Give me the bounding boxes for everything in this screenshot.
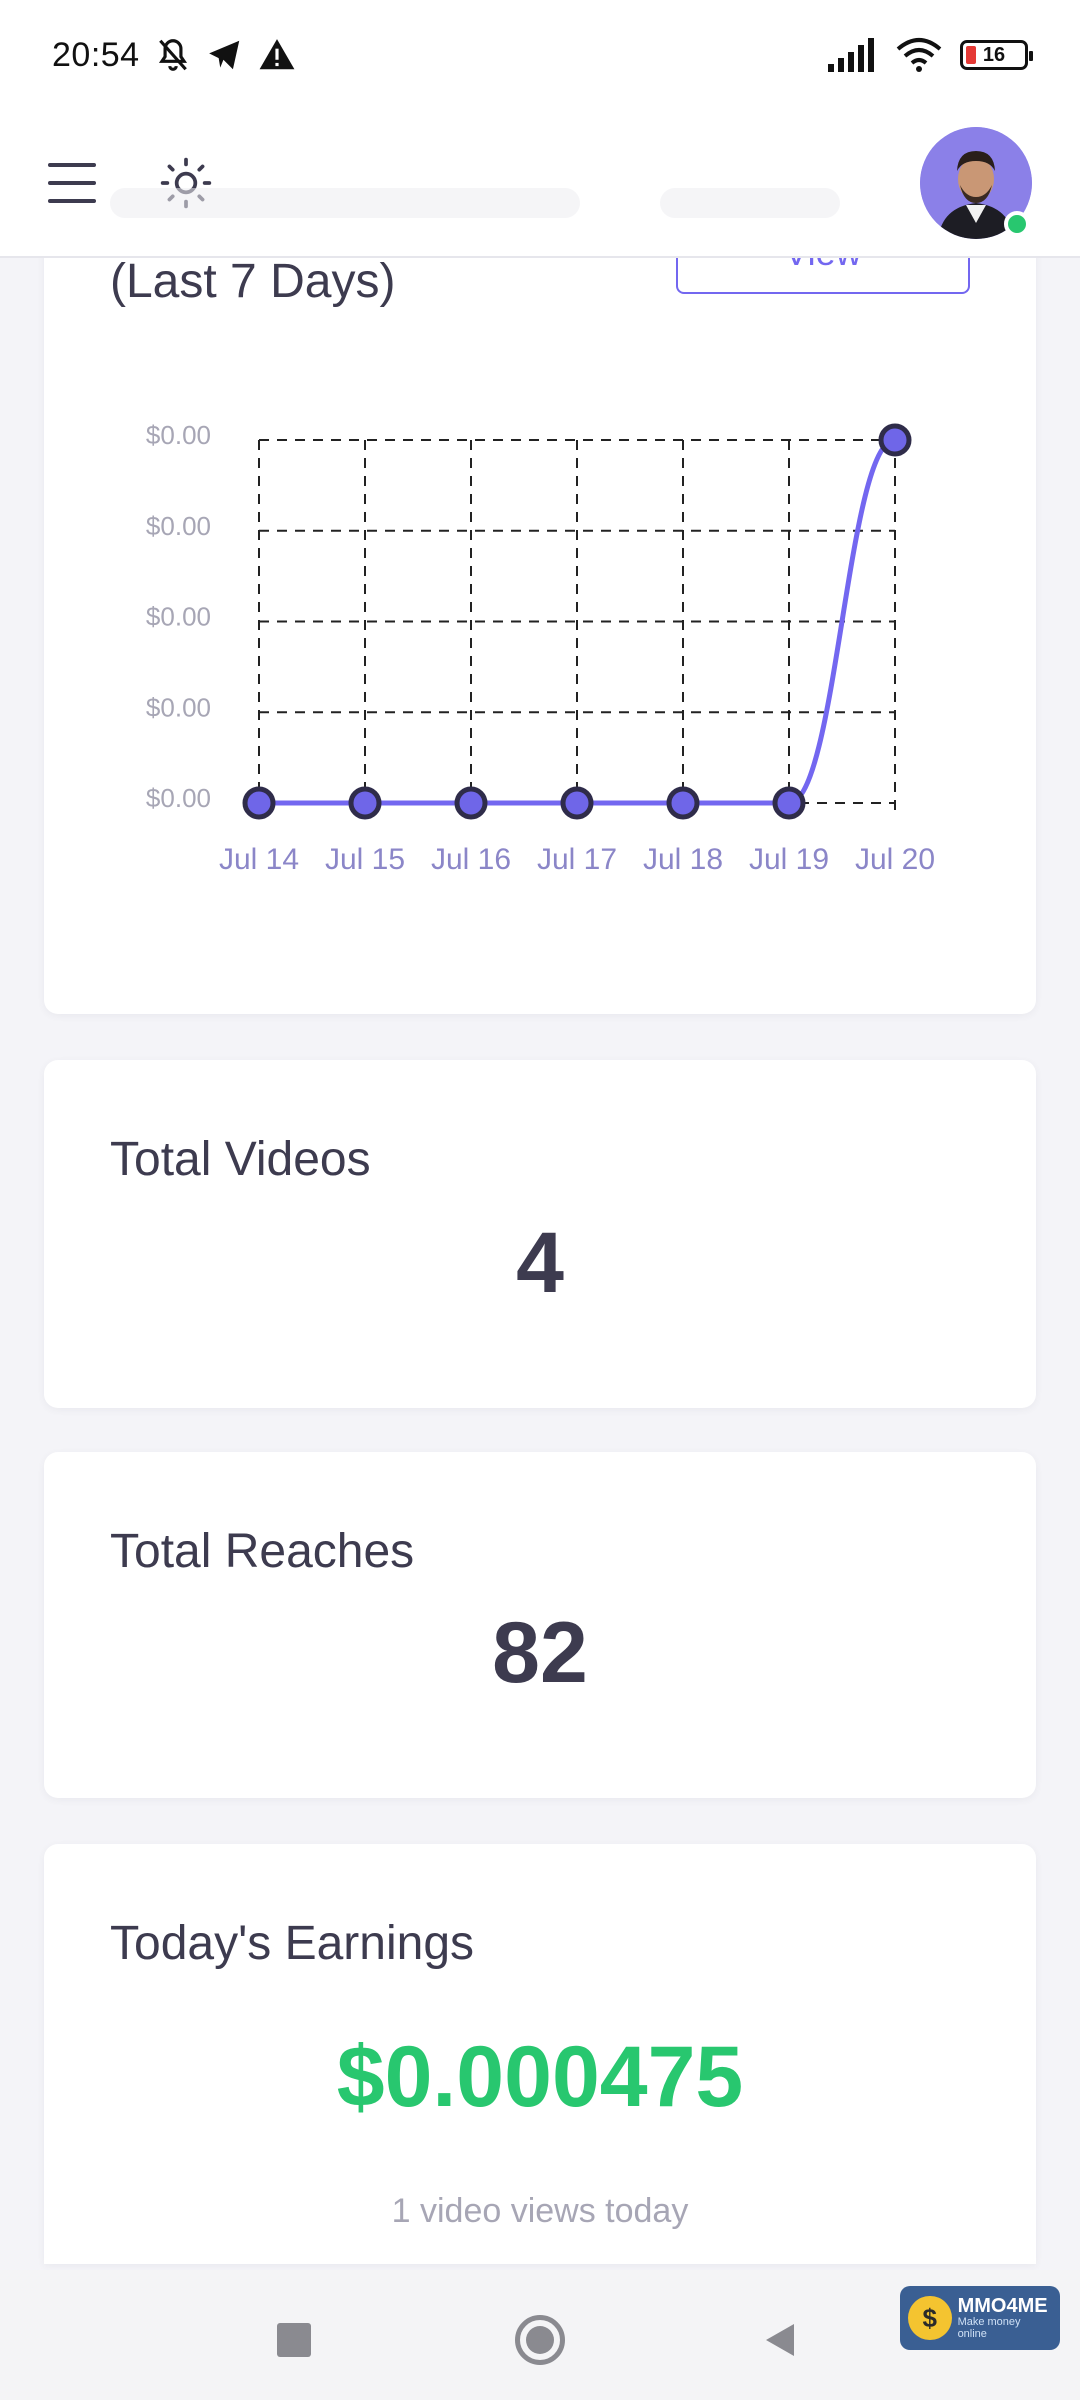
y-tick-label: $0.00 [146,511,211,541]
x-tick-label: Jul 18 [643,843,723,876]
status-bar: 20:54 [0,0,1080,110]
signal-icon [828,38,874,72]
telegram-icon [208,40,239,70]
menu-icon[interactable] [48,163,96,203]
todays-earnings-card: Today's Earnings $0.000475 1 video views… [44,1844,1036,2264]
data-point [454,786,488,820]
todays-earnings-value: $0.000475 [336,2029,744,2125]
chart-title: (Last 7 Days) [110,255,396,308]
bell-off-icon [158,39,187,71]
data-point [878,423,912,457]
line-chart: $0.00 $0.00 $0.00 $0.00 $0.00 Jul 14 Jul 15 Jul… [146,420,935,876]
x-tick-label: Jul 15 [325,843,405,876]
y-tick-label: $0.00 [146,420,211,450]
avatar[interactable] [920,127,1032,239]
status-left-icons [154,36,296,74]
warning-icon [259,39,295,70]
todays-views-text: 1 video views today [391,2192,689,2230]
recents-button[interactable] [264,2310,324,2370]
mmo4me-watermark-logo: $ MMO4ME Make money online [900,2286,1060,2350]
total-reaches-label: Total Reaches [110,1525,415,1578]
data-point [348,786,382,820]
total-reaches-card: Total Reaches 82 [44,1452,1036,1798]
y-tick-label: $0.00 [146,602,211,632]
circle-icon [515,2315,565,2365]
earnings-chart-card: (Last 7 Days) View $0.00$0.00$0.00$0.00$… [44,180,1036,1014]
back-triangle-icon [766,2324,794,2356]
status-right-icons: 16 [828,37,1033,73]
total-videos-value: 4 [516,1215,564,1311]
app-header [0,110,1080,258]
online-status-dot [1004,211,1030,237]
watermark-title: MMO4ME [957,2294,1048,2317]
status-time: 20:54 [52,35,140,74]
data-point [772,786,806,820]
battery-icon: 16 [960,40,1033,70]
data-point [560,786,594,820]
watermark-subtitle: Make money online [957,2315,1021,2340]
square-icon [277,2323,311,2357]
todays-earnings-label: Today's Earnings [110,1917,475,1970]
x-tick-label: Jul 20 [855,843,935,876]
total-videos-card: Total Videos 4 [44,1060,1036,1408]
total-reaches-value: 82 [492,1605,588,1701]
home-button[interactable] [510,2310,570,2370]
back-button[interactable] [750,2310,810,2370]
y-tick-label: $0.00 [146,783,211,813]
data-point [666,786,700,820]
x-tick-label: Jul 17 [537,843,617,876]
dollar-coin-icon: $ [908,2296,952,2340]
wifi-icon [896,38,942,72]
x-tick-label: Jul 16 [431,843,511,876]
battery-level: 16 [982,43,1006,66]
data-point [242,786,276,820]
y-tick-label: $0.00 [146,692,211,722]
x-tick-label: Jul 19 [749,843,829,876]
total-videos-label: Total Videos [110,1133,371,1186]
x-tick-label: Jul 14 [219,843,299,876]
